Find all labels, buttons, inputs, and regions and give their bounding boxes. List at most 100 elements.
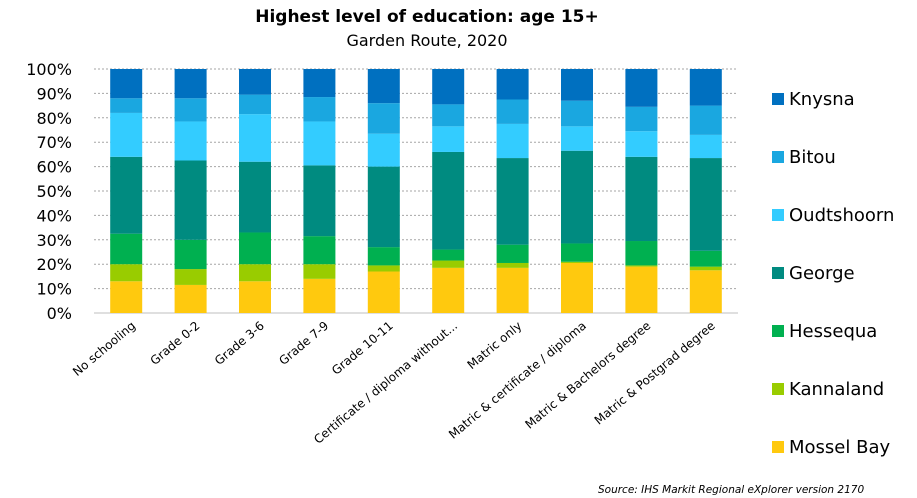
x-tick-label: Matric & Postgrad degree bbox=[592, 319, 718, 428]
bar-segment bbox=[239, 94, 271, 115]
bar-segment bbox=[110, 264, 143, 282]
bar-segment bbox=[561, 262, 593, 313]
bar-segment bbox=[496, 244, 529, 263]
bar-segment bbox=[367, 103, 400, 134]
bar-segment bbox=[432, 267, 465, 313]
bar-segment bbox=[110, 156, 143, 234]
bar-segment bbox=[625, 241, 658, 266]
bar-segment bbox=[496, 69, 529, 100]
y-tick-label: 70% bbox=[36, 133, 72, 152]
bar-segment bbox=[174, 69, 207, 99]
bar-segment bbox=[174, 98, 207, 122]
bar-segment bbox=[625, 131, 658, 157]
bar-segment bbox=[367, 271, 400, 313]
bar-segment bbox=[110, 69, 143, 99]
bar-segment bbox=[303, 165, 336, 237]
legend-swatch bbox=[772, 151, 784, 163]
legend-label: Bitou bbox=[789, 147, 836, 168]
x-tick-label: Certificate / diploma without... bbox=[311, 319, 460, 447]
bar-segment bbox=[174, 121, 207, 161]
bar-segment bbox=[432, 260, 465, 268]
chart-title: Highest level of education: age 15+ bbox=[255, 7, 599, 27]
bars bbox=[110, 69, 722, 313]
legend-label: Knysna bbox=[789, 89, 855, 110]
source-note: Source: IHS Markit Regional eXplorer ver… bbox=[598, 484, 864, 496]
bar-segment bbox=[239, 264, 271, 282]
bar-segment bbox=[174, 160, 207, 240]
y-tick-label: 40% bbox=[36, 206, 72, 225]
bar-segment bbox=[110, 233, 143, 265]
bar-segment bbox=[367, 133, 400, 167]
bar-segment bbox=[625, 106, 658, 132]
x-tick-label: Grade 3-6 bbox=[212, 319, 267, 368]
bar-segment bbox=[689, 69, 722, 106]
bar-segment bbox=[625, 265, 658, 267]
bar-segment bbox=[110, 281, 143, 313]
y-tick-label: 50% bbox=[36, 182, 72, 201]
bar-segment bbox=[625, 156, 658, 242]
bar-segment bbox=[239, 232, 271, 265]
y-tick-label: 0% bbox=[47, 304, 72, 323]
bar-segment bbox=[561, 100, 593, 127]
legend-swatch bbox=[772, 267, 784, 279]
bar-segment bbox=[239, 281, 271, 313]
bar-segment bbox=[367, 69, 400, 104]
legend-label: George bbox=[789, 263, 855, 284]
bar-segment bbox=[496, 99, 529, 124]
bar-segment bbox=[496, 262, 529, 268]
bar-segment bbox=[367, 247, 400, 266]
y-tick-label: 90% bbox=[36, 84, 72, 103]
bar-segment bbox=[432, 104, 465, 127]
bar-segment bbox=[239, 69, 271, 95]
x-tick-label: Grade 0-2 bbox=[148, 319, 203, 368]
bar-segment bbox=[561, 150, 593, 244]
bar-segment bbox=[303, 97, 336, 122]
bar-segment bbox=[239, 161, 271, 233]
bar-segment bbox=[496, 123, 529, 159]
bar-segment bbox=[689, 266, 722, 271]
y-tick-label: 100% bbox=[26, 60, 72, 79]
bar-segment bbox=[625, 266, 658, 313]
bar-segment bbox=[432, 69, 465, 105]
bar-segment bbox=[174, 284, 207, 313]
bar-segment bbox=[303, 278, 336, 313]
legend-label: Hessequa bbox=[789, 321, 877, 342]
bar-segment bbox=[689, 134, 722, 159]
y-tick-label: 80% bbox=[36, 109, 72, 128]
bar-segment bbox=[625, 69, 658, 107]
legend-swatch bbox=[772, 209, 784, 221]
bar-segment bbox=[689, 270, 722, 313]
bar-segment bbox=[561, 243, 593, 262]
bar-segment bbox=[110, 112, 143, 157]
legend-swatch bbox=[772, 441, 784, 453]
legend-swatch bbox=[772, 93, 784, 105]
x-tick-label: Matric & certificate / diploma bbox=[446, 319, 589, 442]
y-tick-label: 30% bbox=[36, 231, 72, 250]
y-tick-label: 60% bbox=[36, 158, 72, 177]
bar-segment bbox=[367, 166, 400, 248]
bar-segment bbox=[367, 265, 400, 272]
bar-segment bbox=[432, 249, 465, 261]
bar-segment bbox=[432, 126, 465, 152]
x-tick-label: Matric & Bachelors degree bbox=[522, 319, 653, 432]
legend-label: Mossel Bay bbox=[789, 437, 890, 458]
bar-segment bbox=[689, 158, 722, 251]
bar-segment bbox=[174, 239, 207, 270]
bar-segment bbox=[561, 69, 593, 101]
bar-segment bbox=[174, 269, 207, 285]
y-tick-label: 10% bbox=[36, 280, 72, 299]
bar-segment bbox=[239, 114, 271, 162]
bar-segment bbox=[303, 69, 336, 98]
legend-label: Oudtshoorn bbox=[789, 205, 894, 226]
bar-segment bbox=[689, 105, 722, 135]
bar-segment bbox=[110, 98, 143, 113]
legend: Knysna Bitou Oudtshoorn George Hessequa Kanna… bbox=[772, 89, 894, 458]
y-axis-ticks: 0% 10% 20% 30% 40% 50% 60% 70% 80% 90% 100% bbox=[26, 60, 72, 323]
bar-segment bbox=[496, 267, 529, 313]
x-tick-label: Grade 7-9 bbox=[276, 319, 331, 368]
bar-segment bbox=[432, 151, 465, 250]
bar-segment bbox=[561, 261, 593, 263]
bar-segment bbox=[689, 250, 722, 267]
bar-segment bbox=[303, 121, 336, 166]
